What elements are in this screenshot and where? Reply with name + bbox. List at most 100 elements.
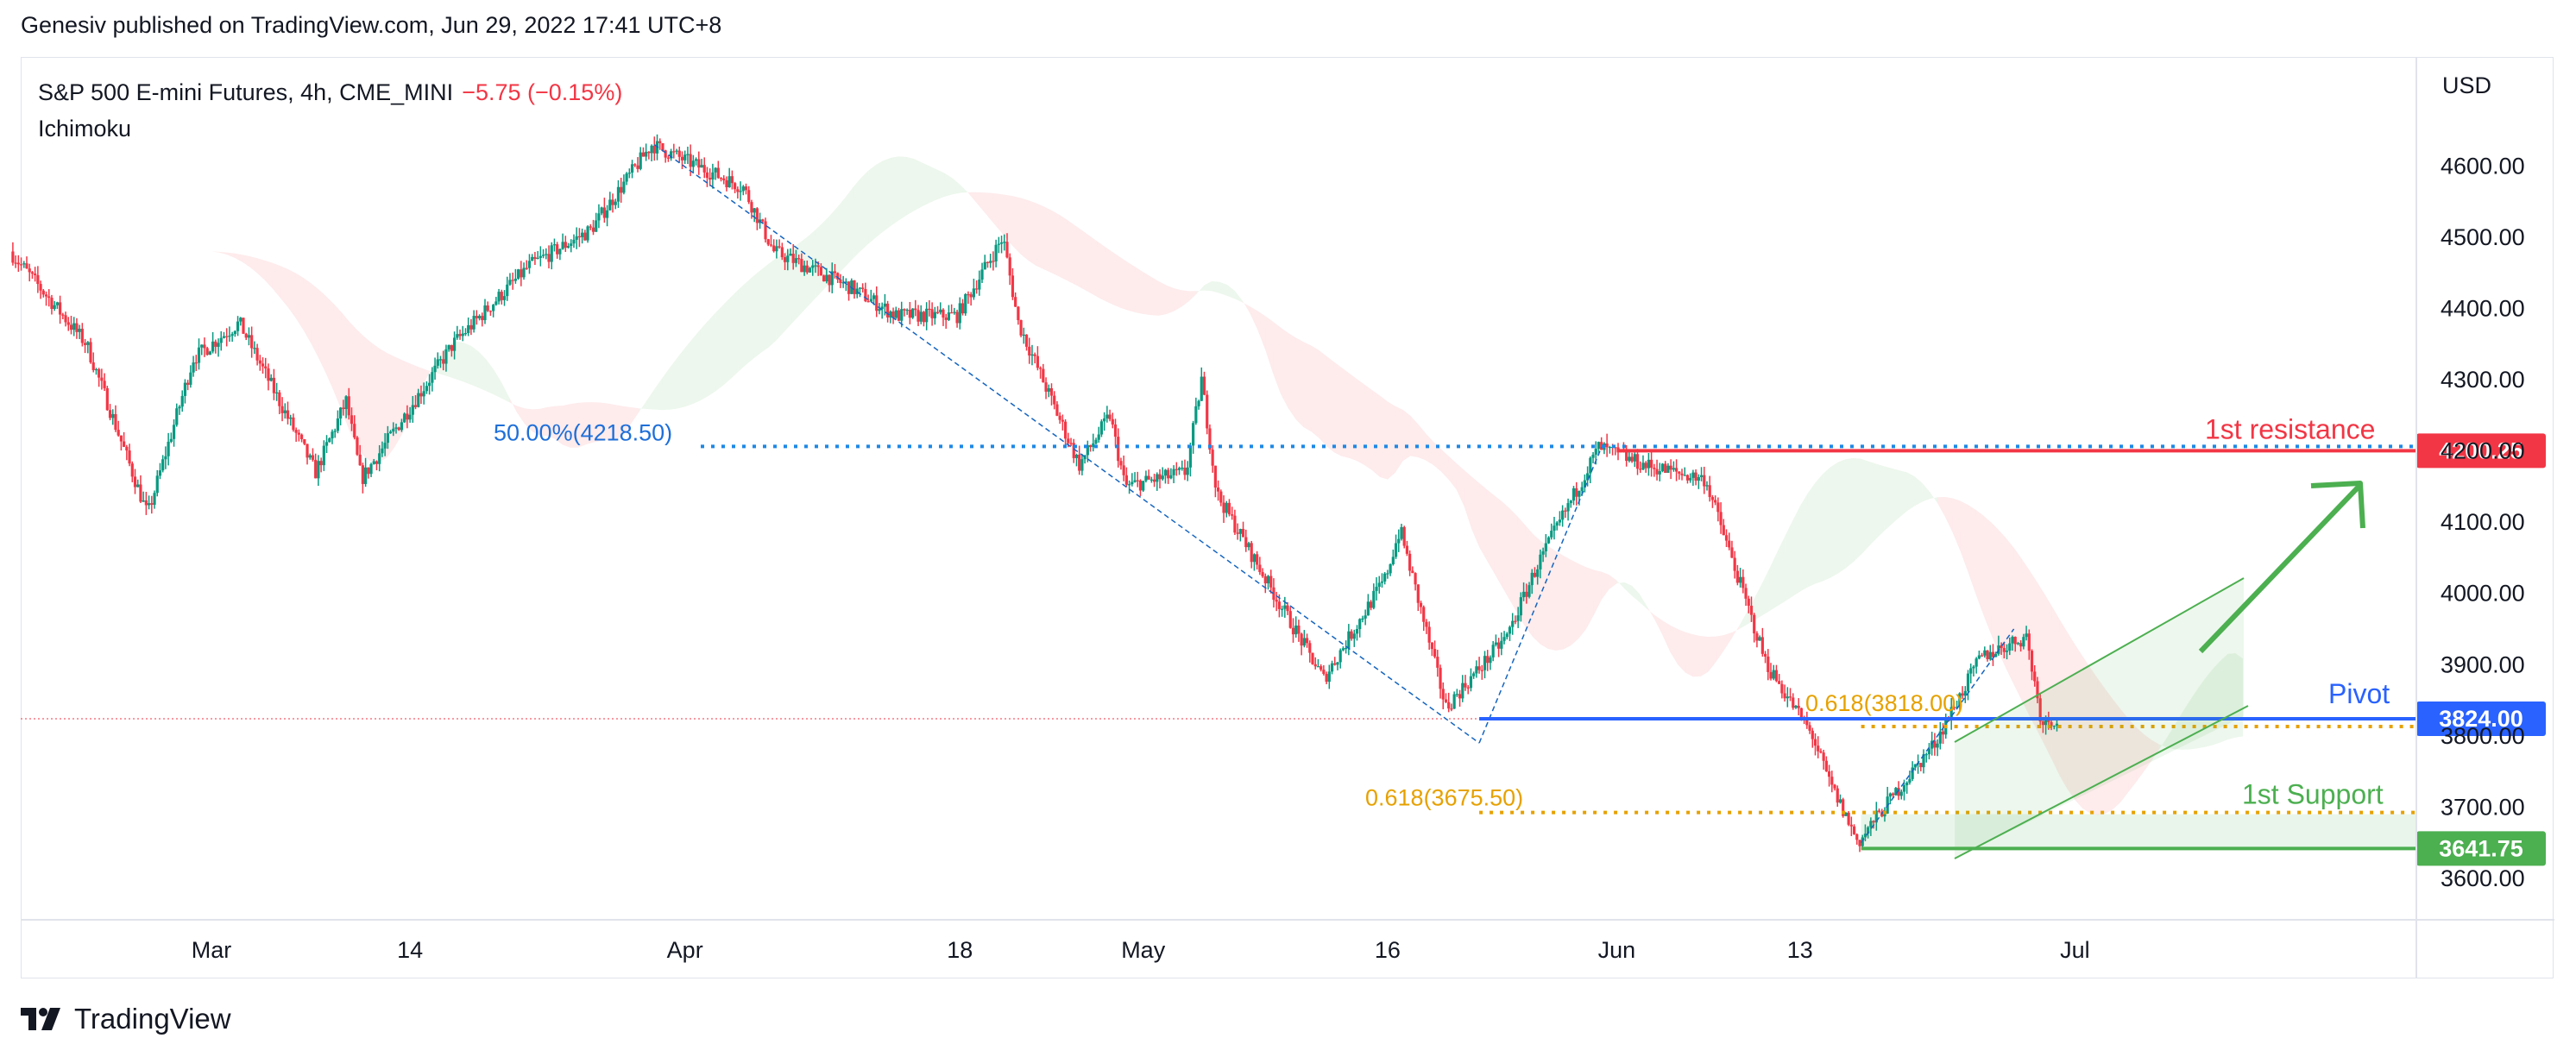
candle-body xyxy=(1422,607,1426,622)
candle-body xyxy=(119,435,123,442)
candle-body xyxy=(1669,465,1672,470)
cloud-segment xyxy=(822,215,830,292)
candle-body xyxy=(1405,545,1409,554)
cloud-segment xyxy=(891,156,899,226)
candle-body xyxy=(625,173,628,182)
symbol-label[interactable]: S&P 500 E-mini Futures, 4h, CME_MINI xyxy=(38,79,454,105)
candle-body xyxy=(1219,491,1223,503)
candle-body xyxy=(1036,355,1040,368)
candle-body xyxy=(1469,676,1473,689)
candle-body xyxy=(1505,633,1508,638)
candle-body xyxy=(1325,674,1328,683)
candle-body xyxy=(1067,438,1070,444)
cloud-segment xyxy=(1288,332,1296,420)
candle-body xyxy=(702,165,706,173)
candle-body xyxy=(1288,611,1292,628)
candle-body xyxy=(1941,731,1945,735)
candle-body xyxy=(2025,633,2028,638)
candle-body xyxy=(1525,591,1528,597)
x-tick-label: Apr xyxy=(667,937,703,963)
candle-body xyxy=(1583,480,1586,488)
candle-body xyxy=(72,323,76,330)
x-tick-label: 13 xyxy=(1787,937,1813,963)
candle-body xyxy=(1546,537,1551,544)
cloud-segment xyxy=(2013,547,2022,701)
candle-body xyxy=(1710,497,1715,500)
candle-body xyxy=(564,242,567,249)
candle-body xyxy=(408,414,412,420)
indicator-label[interactable]: Ichimoku xyxy=(38,116,132,142)
candle-body xyxy=(1336,662,1339,665)
cloud-segment xyxy=(470,345,479,388)
candle-body xyxy=(545,254,548,255)
x-tick-label: 18 xyxy=(947,937,973,963)
candle-body xyxy=(944,318,948,320)
candle-body xyxy=(1366,601,1370,616)
cloud-segment xyxy=(1486,489,1495,574)
candle-body xyxy=(716,167,720,179)
candle-body xyxy=(1072,443,1075,458)
candle-body xyxy=(861,287,865,290)
candle-body xyxy=(105,387,109,411)
candle-body xyxy=(1869,821,1873,827)
candle-body xyxy=(572,239,576,244)
candle-body xyxy=(381,448,384,454)
cloud-segment xyxy=(1281,327,1288,409)
candle-body xyxy=(905,309,909,311)
cloud-segment xyxy=(1807,482,1816,588)
candle-body xyxy=(1358,619,1362,630)
candle-body xyxy=(428,382,431,387)
candle-body xyxy=(1988,651,1992,659)
candle-body xyxy=(289,417,293,419)
candle-body xyxy=(1338,650,1342,663)
candle-body xyxy=(1536,569,1540,577)
candle-body xyxy=(242,318,245,334)
candle-body xyxy=(1805,720,1809,726)
candle-body xyxy=(492,305,495,311)
candle-body xyxy=(1277,601,1281,609)
candle-body xyxy=(123,441,126,447)
pivot-label: Pivot xyxy=(2328,678,2390,709)
candle-body xyxy=(925,308,929,323)
cloud-segment xyxy=(1166,285,1175,315)
candle-body xyxy=(1877,810,1881,812)
cloud-segment xyxy=(1188,291,1197,301)
candle-body xyxy=(1794,705,1798,708)
candle-body xyxy=(11,251,15,263)
candle-body xyxy=(1238,529,1242,534)
cloud-segment xyxy=(1739,613,1747,630)
candle-body xyxy=(1222,502,1225,513)
candle-body xyxy=(872,295,876,299)
cloud-segment xyxy=(1662,620,1671,652)
cloud-segment xyxy=(478,351,487,392)
candle-body xyxy=(1427,626,1431,643)
cloud-segment xyxy=(1150,276,1159,316)
candle-body xyxy=(1444,699,1448,702)
candle-body xyxy=(267,368,270,381)
candle-body xyxy=(697,159,701,168)
cloud-segment xyxy=(982,192,991,220)
cloud-segment xyxy=(1624,582,1633,596)
candle-body xyxy=(989,261,992,263)
candle-body xyxy=(575,236,578,240)
candle-body xyxy=(1580,487,1584,491)
cloud-segment xyxy=(356,329,364,457)
cloud-segment xyxy=(486,359,494,395)
tradingview-brand[interactable]: TradingView xyxy=(74,1003,231,1035)
cloud-segment xyxy=(264,260,273,289)
candle-body xyxy=(1439,667,1442,689)
cloud-segment xyxy=(1043,206,1052,274)
candle-body xyxy=(1063,421,1068,439)
cloud-segment xyxy=(990,192,998,229)
cloud-segment xyxy=(799,236,808,316)
candle-body xyxy=(186,382,190,385)
candle-body xyxy=(103,381,106,388)
y-tick-label: 4500.00 xyxy=(2441,224,2525,250)
candle-body xyxy=(161,459,165,471)
cloud-segment xyxy=(1716,635,1724,663)
candle-body xyxy=(1483,656,1487,670)
candle-body xyxy=(456,334,459,338)
candle-body xyxy=(1047,387,1050,392)
cloud-segment xyxy=(494,369,502,399)
